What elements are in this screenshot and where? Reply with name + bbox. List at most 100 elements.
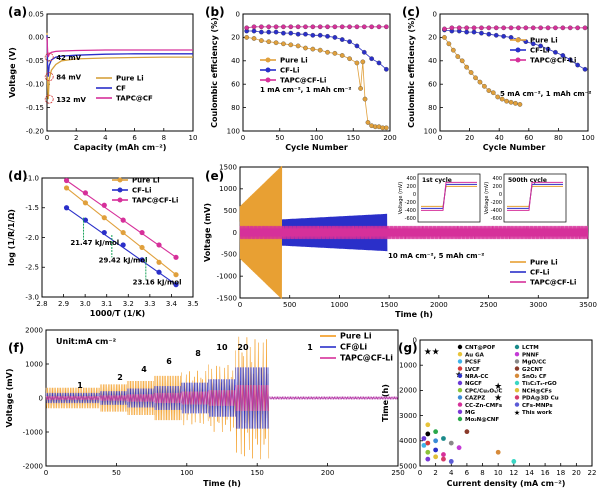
data-point xyxy=(251,28,257,34)
rate-label: 8 xyxy=(195,349,201,358)
x-tick-label: 2.8 xyxy=(36,300,47,308)
data-point xyxy=(310,32,316,38)
legend-entry: Pure Li xyxy=(530,258,558,266)
data-point xyxy=(504,98,509,104)
data-point xyxy=(446,41,452,47)
x-tick-label: 10 xyxy=(189,134,198,142)
data-point xyxy=(295,43,301,49)
data-point xyxy=(560,53,566,58)
legend-entry: TAPC@CF-Li xyxy=(132,196,178,204)
data-point xyxy=(425,431,431,437)
data-point xyxy=(101,229,107,236)
y-axis-label: Time (h) xyxy=(381,384,390,422)
data-point xyxy=(266,39,272,45)
x-tick-label: 3500 xyxy=(579,301,597,309)
data-point xyxy=(545,46,551,52)
data-point xyxy=(517,102,523,107)
legend-marker xyxy=(457,388,463,393)
data-point xyxy=(354,43,360,49)
legend-entry: CC-Zn-CMFs xyxy=(465,403,503,409)
data-point xyxy=(310,46,316,52)
legend-entry: CF-Li xyxy=(132,186,151,194)
plot-frame xyxy=(46,13,194,132)
data-point xyxy=(425,456,431,462)
legend-marker xyxy=(514,388,520,393)
data-point xyxy=(582,25,588,31)
data-point xyxy=(295,24,301,30)
y-tick-label: 0 xyxy=(433,10,437,18)
y-tick-label: -1000 xyxy=(217,273,237,281)
data-point xyxy=(295,31,301,37)
x-tick-label: 2000 xyxy=(430,301,448,309)
pure-li-trace xyxy=(239,165,283,299)
legend-entry: TAPC@CF-Li xyxy=(530,56,576,64)
y-tick-label: 500 xyxy=(224,207,237,215)
activation-energy-label: 29.42 kJ/mol xyxy=(99,256,148,264)
series-line-cf xyxy=(46,35,193,77)
data-point xyxy=(493,25,499,31)
data-point xyxy=(281,24,286,30)
legend-entry: PCSF xyxy=(465,360,481,366)
legend-entry: CPC/CuₓOᵧ/C xyxy=(465,388,502,394)
x-tick-label: 22 xyxy=(588,469,597,477)
legend-marker xyxy=(515,37,521,43)
data-point xyxy=(495,449,501,455)
data-point xyxy=(317,24,323,30)
data-point xyxy=(490,90,496,96)
data-point xyxy=(360,59,366,65)
data-point xyxy=(251,24,257,30)
data-point xyxy=(332,51,338,56)
series-line-pure-li xyxy=(46,32,193,100)
legend-entry: TAPC@CF-Li xyxy=(530,278,576,286)
data-point xyxy=(459,58,465,64)
legend-entry: LVCF xyxy=(465,367,480,373)
x-tick-label: 200 xyxy=(383,134,396,142)
legend-marker xyxy=(457,373,463,378)
legend-marker xyxy=(457,359,463,364)
data-point xyxy=(288,24,294,30)
x-tick-label: 3.1 xyxy=(101,300,112,308)
x-tick-label: 3.3 xyxy=(144,300,155,308)
data-point xyxy=(486,31,492,37)
data-point xyxy=(101,202,107,208)
data-point xyxy=(473,75,478,81)
annotation-circle xyxy=(44,52,54,62)
x-tick-label: 8 xyxy=(162,134,166,142)
data-point xyxy=(456,25,462,31)
data-point xyxy=(471,25,477,31)
x-axis-label: Time (h) xyxy=(395,310,433,319)
data-point xyxy=(120,229,126,236)
x-tick-label: 60 xyxy=(524,134,533,142)
data-point xyxy=(173,282,179,288)
y-tick-label: 0 xyxy=(236,10,240,18)
rate-trace-tapc xyxy=(45,395,100,401)
plot-frame xyxy=(439,13,589,132)
data-point xyxy=(332,35,338,40)
y-tick-label: 0 xyxy=(413,336,417,344)
inset-y-tick-label: 400 xyxy=(492,176,502,182)
y-axis-label: Voltage (mV) xyxy=(203,203,212,262)
y-tick-label: -2000 xyxy=(23,462,43,470)
data-point xyxy=(63,185,70,191)
data-point xyxy=(139,244,145,251)
rate-trace-tapc xyxy=(154,392,182,404)
legend-marker xyxy=(514,366,520,371)
x-tick-label: 6 xyxy=(465,469,470,477)
data-point xyxy=(464,429,470,435)
star-marker: ★ xyxy=(494,382,502,392)
data-point xyxy=(421,442,427,448)
inset-y-tick-label: 200 xyxy=(406,184,416,190)
legend-marker xyxy=(457,402,463,407)
x-tick-label: 150 xyxy=(347,134,360,142)
rate-label: 20 xyxy=(237,343,249,352)
annotation-circle xyxy=(44,72,54,82)
y-tick-label: 1000 xyxy=(25,360,43,368)
data-point xyxy=(450,47,456,53)
y-tick-label: 5000 xyxy=(399,462,417,470)
data-point xyxy=(358,86,363,91)
data-point xyxy=(567,25,573,31)
x-tick-label: 50 xyxy=(112,469,121,477)
x-tick-label: 250 xyxy=(391,469,404,477)
y-axis-label: Coulombic efficiency (%) xyxy=(210,17,219,128)
data-point xyxy=(101,215,107,221)
